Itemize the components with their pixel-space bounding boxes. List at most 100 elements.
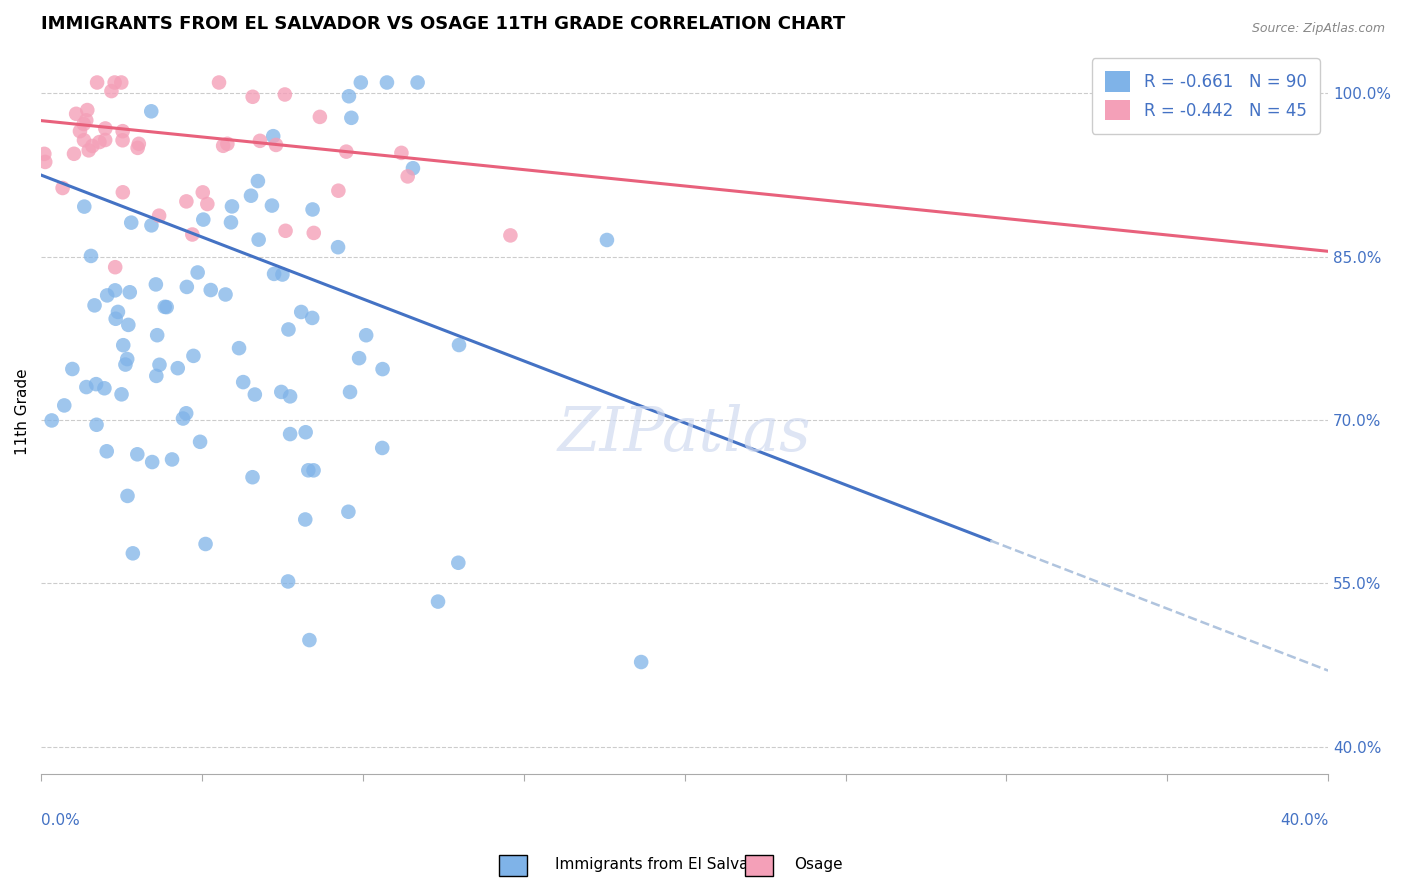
Legend: R = -0.661   N = 90, R = -0.442   N = 45: R = -0.661 N = 90, R = -0.442 N = 45 xyxy=(1092,58,1320,134)
Point xyxy=(94,133,117,147)
Point xyxy=(127,447,149,461)
Point xyxy=(221,199,243,213)
Point xyxy=(82,139,104,153)
Point xyxy=(249,134,271,148)
Point xyxy=(73,117,96,131)
Point xyxy=(264,137,287,152)
Point xyxy=(278,427,301,442)
Point xyxy=(447,338,470,352)
Point xyxy=(326,240,349,254)
Text: 40.0%: 40.0% xyxy=(1279,813,1329,828)
Point xyxy=(263,267,285,281)
Point xyxy=(52,181,75,195)
Point xyxy=(75,380,97,394)
Point xyxy=(371,441,394,455)
Point xyxy=(166,361,188,376)
Point xyxy=(110,387,132,401)
Point xyxy=(301,310,323,325)
Point xyxy=(100,84,122,98)
Point xyxy=(174,406,197,420)
Point xyxy=(127,141,149,155)
Point xyxy=(212,138,235,153)
Text: ZIPatlas: ZIPatlas xyxy=(558,404,811,464)
Point xyxy=(302,463,325,477)
Point xyxy=(141,455,163,469)
Point xyxy=(83,298,105,312)
Point xyxy=(41,413,63,427)
Point xyxy=(240,188,263,202)
Point xyxy=(114,358,136,372)
Point xyxy=(208,75,231,89)
Point xyxy=(214,287,236,301)
Point xyxy=(76,103,98,117)
Point xyxy=(112,338,135,352)
Point xyxy=(194,537,217,551)
Point xyxy=(145,368,167,383)
Point xyxy=(396,169,419,184)
Point xyxy=(107,305,129,319)
Point xyxy=(118,285,141,300)
Point xyxy=(278,389,301,403)
Point xyxy=(301,202,323,217)
Point xyxy=(128,136,150,151)
Point xyxy=(354,328,377,343)
Point xyxy=(294,425,316,440)
Point xyxy=(232,375,254,389)
Point xyxy=(297,463,319,477)
Point xyxy=(111,124,134,138)
Point xyxy=(447,556,470,570)
Point xyxy=(328,184,350,198)
Point xyxy=(596,233,619,247)
Point xyxy=(371,362,394,376)
Point xyxy=(111,133,134,147)
Point xyxy=(34,155,56,169)
Point xyxy=(630,655,652,669)
Point xyxy=(117,318,139,332)
Point xyxy=(141,104,163,119)
Point xyxy=(73,200,96,214)
Point xyxy=(94,121,117,136)
Point xyxy=(298,633,321,648)
Point xyxy=(247,233,270,247)
Point xyxy=(34,146,56,161)
Point xyxy=(104,311,127,326)
Point xyxy=(335,145,357,159)
Point xyxy=(347,351,370,366)
Y-axis label: 11th Grade: 11th Grade xyxy=(15,368,30,455)
Point xyxy=(104,75,127,89)
Point xyxy=(146,328,169,343)
Point xyxy=(86,417,108,432)
Text: Immigrants from El Salvador: Immigrants from El Salvador xyxy=(555,857,775,872)
Point xyxy=(402,161,425,176)
Point xyxy=(65,107,87,121)
Point xyxy=(115,352,138,367)
Point xyxy=(193,212,215,227)
Point xyxy=(290,305,312,319)
Point xyxy=(271,268,294,282)
Point xyxy=(153,300,176,314)
Point xyxy=(60,362,83,376)
Point xyxy=(427,594,450,608)
Point xyxy=(228,341,250,355)
Point xyxy=(391,145,413,160)
Point xyxy=(156,300,179,314)
Point xyxy=(337,89,360,103)
Point xyxy=(176,194,198,209)
Point xyxy=(172,411,194,425)
Point xyxy=(274,87,297,102)
Point xyxy=(260,198,283,212)
Point xyxy=(104,284,127,298)
Point xyxy=(77,144,100,158)
Point xyxy=(86,75,108,89)
Point xyxy=(187,265,209,279)
Point xyxy=(339,384,361,399)
Point xyxy=(148,358,170,372)
Point xyxy=(73,133,96,147)
Point xyxy=(309,110,332,124)
Point xyxy=(160,452,183,467)
Point xyxy=(63,146,86,161)
Point xyxy=(145,277,167,292)
Point xyxy=(188,434,211,449)
Point xyxy=(96,288,118,302)
Point xyxy=(242,89,264,103)
